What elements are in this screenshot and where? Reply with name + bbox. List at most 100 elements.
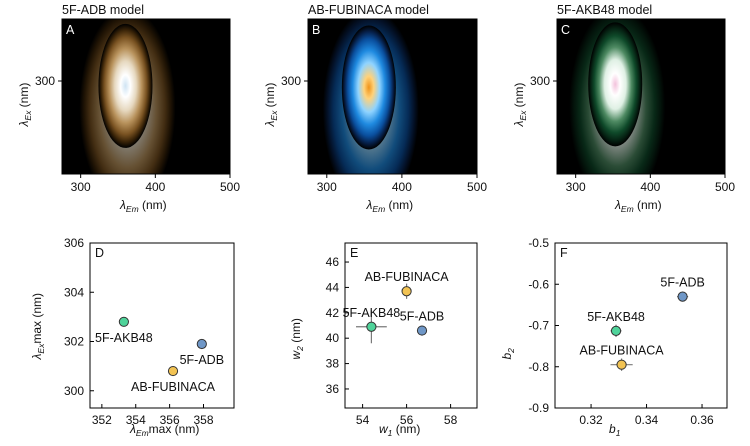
x-tick-label: 356	[160, 413, 180, 427]
y-tick-label: -0.5	[528, 236, 549, 250]
marker	[616, 359, 627, 370]
heatmap-panels: 5F-ADB model A 300 400 500 300 λEm (nm) λEx (nm…	[17, 3, 735, 214]
panel-letter: F	[560, 246, 568, 260]
data-point: 5F-ADB	[660, 276, 705, 302]
panel-title: 5F-AKB48 model	[557, 3, 652, 17]
data-point: 5F-AKB48	[95, 316, 153, 345]
x-tick-label: 0.34	[635, 413, 659, 427]
y-tick-label: 38	[326, 357, 340, 371]
x-tick-label: 500	[467, 180, 487, 194]
heatmap-frame	[307, 18, 478, 175]
point-label: 5F-AKB48	[343, 306, 401, 320]
data-point: 5F-AKB48	[587, 310, 645, 338]
y-tick-label: 300	[35, 74, 55, 88]
panel-letter: D	[95, 246, 104, 260]
marker	[610, 325, 622, 336]
data-point: AB-FUBINACA	[580, 344, 665, 371]
y-axis-label: w2 (nm)	[289, 318, 305, 359]
y-tick-label: 300	[281, 74, 301, 88]
x-axis-label: λEmmax (nm)	[129, 422, 199, 438]
point-label: AB-FUBINACA	[131, 380, 216, 394]
x-tick-label: 400	[145, 180, 165, 194]
x-tick-label: 400	[392, 180, 412, 194]
point-label: 5F-AKB48	[587, 310, 645, 324]
y-tick-label: 304	[64, 285, 84, 299]
marker	[401, 286, 412, 297]
data-point: AB-FUBINACA	[131, 365, 216, 394]
heatmap-surface	[569, 19, 666, 174]
point-label: 5F-ADB	[180, 353, 224, 367]
heatmap-panel-b: AB-FUBINACA model B 300 400 500 300 λEm (nm) λE…	[263, 3, 487, 214]
x-tick-label: 300	[71, 180, 91, 194]
x-tick-label: 0.32	[579, 413, 603, 427]
data-point: AB-FUBINACA	[365, 270, 450, 299]
x-axis-label: w1 (nm)	[379, 422, 420, 438]
data-point: 5F-ADB	[400, 310, 444, 336]
x-tick-label: 58	[444, 413, 458, 427]
y-axis-label: b2	[500, 348, 516, 360]
y-axis-label: λEx (nm)	[263, 83, 279, 128]
panel-letter: E	[350, 246, 358, 260]
point-label: 5F-ADB	[400, 310, 444, 324]
panel-title: 5F-ADB model	[62, 3, 144, 17]
x-axis-label: λEm (nm)	[366, 198, 414, 214]
data-point: 5F-ADB	[180, 338, 224, 367]
y-tick-label: 300	[64, 384, 84, 398]
y-tick-label: -0.6	[528, 277, 549, 291]
y-axis-label: λExmax (nm)	[30, 293, 46, 361]
heatmap-panel-c: 5F-AKB48 model C 300 400 500 300 λEm (nm) λEx (…	[512, 3, 735, 214]
scatter-panel-e: E 54 56 58 36 38 40 42 44 46 w1 (nm) w2 (nm) AB-FUBI…	[289, 242, 478, 438]
x-tick-label: 0.36	[690, 413, 714, 427]
heatmap-peak	[588, 22, 643, 147]
x-tick-label: 56	[400, 413, 414, 427]
y-tick-label: 40	[326, 331, 340, 345]
heatmap-frame	[556, 18, 726, 175]
y-tick-label: 36	[326, 382, 340, 396]
y-tick-label: 44	[326, 280, 340, 294]
heatmap-panel-a: 5F-ADB model A 300 400 500 300 λEm (nm) λEx (nm…	[17, 3, 240, 214]
x-tick-label: 352	[92, 413, 112, 427]
x-tick-label: 400	[640, 180, 660, 194]
scatter-panels: D 352 354 356 358 300 302 304 306 λEmmax (nm) λExm…	[30, 236, 728, 438]
y-tick-label: 306	[64, 236, 84, 250]
y-axis-label: λEx (nm)	[17, 83, 33, 128]
scatter-panel-f: F 0.32 0.34 0.36 -0.9 -0.8 -0.7 -0.6 -0.5 b1 b2 5F-…	[500, 236, 728, 438]
marker	[366, 321, 377, 332]
panel-letter: B	[312, 23, 320, 37]
x-tick-label: 500	[220, 180, 240, 194]
y-axis-label: λEx (nm)	[512, 83, 528, 128]
y-tick-label: -0.7	[528, 319, 549, 333]
y-tick-label: 42	[326, 306, 340, 320]
marker	[167, 365, 179, 377]
marker	[416, 325, 428, 336]
marker	[118, 316, 129, 327]
panel-letter: A	[66, 23, 75, 37]
x-tick-label: 54	[356, 413, 370, 427]
point-label: AB-FUBINACA	[580, 344, 665, 358]
point-label: 5F-AKB48	[95, 331, 153, 345]
scatter-panel-d: D 352 354 356 358 300 302 304 306 λEmmax (nm) λExm…	[30, 236, 235, 438]
x-tick-label: 354	[126, 413, 146, 427]
x-axis-label: b1	[609, 422, 621, 438]
heatmap-surface	[79, 19, 176, 174]
heatmap-surface	[322, 19, 419, 174]
point-label: AB-FUBINACA	[365, 270, 450, 284]
x-tick-label: 358	[193, 413, 213, 427]
x-axis-label: λEm (nm)	[614, 198, 662, 214]
heatmap-frame	[61, 18, 231, 175]
point-label: 5F-ADB	[660, 276, 704, 290]
plot-frame	[554, 242, 728, 409]
y-tick-label: 302	[64, 335, 84, 349]
y-tick-label: 46	[326, 255, 340, 269]
x-tick-label: 500	[715, 180, 735, 194]
x-axis-label: λEm (nm)	[119, 198, 167, 214]
plot-frame	[89, 242, 235, 409]
data-point: 5F-AKB48	[343, 306, 401, 344]
marker	[677, 291, 688, 302]
heatmap-peak	[98, 23, 153, 148]
x-tick-label: 300	[566, 180, 586, 194]
x-tick-label: 300	[317, 180, 337, 194]
y-tick-label: 300	[530, 74, 550, 88]
marker	[196, 338, 207, 350]
